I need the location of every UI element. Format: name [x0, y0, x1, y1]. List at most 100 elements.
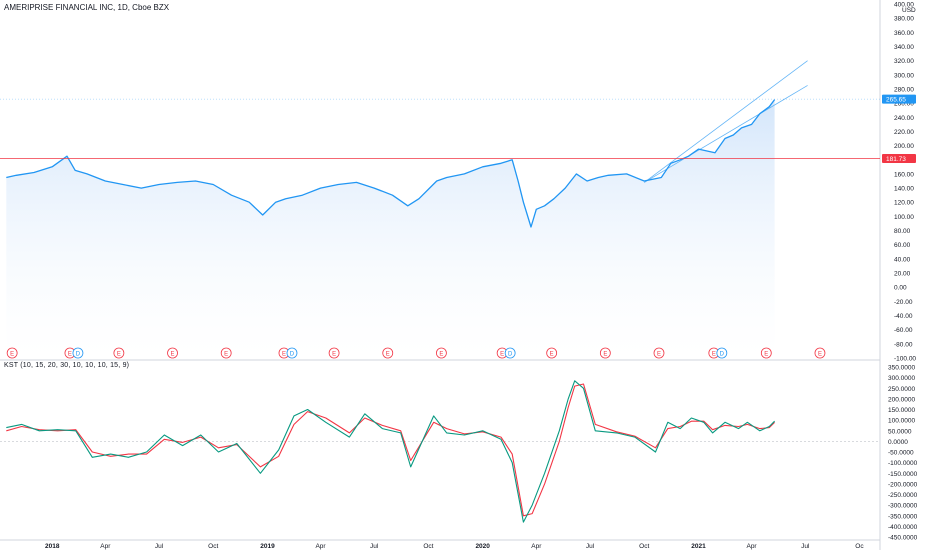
earnings-marker: [436, 347, 447, 359]
time-tick-label: Jul: [801, 543, 810, 550]
price-area-fill: [6, 99, 775, 358]
earnings-marker: [167, 347, 178, 359]
time-tick-label: Oc: [855, 543, 864, 550]
dividend-marker: [504, 347, 516, 359]
price-tick-label: 220.00: [894, 129, 914, 136]
kst-tick-label: -100.0000: [888, 460, 918, 467]
time-tick-label: Jul: [586, 543, 595, 550]
price-tick-label: 40.00: [894, 256, 911, 263]
price-tick-label: 340.00: [894, 44, 914, 51]
time-tick-label: Apr: [315, 543, 326, 550]
earnings-marker-label: E: [171, 352, 175, 358]
earnings-marker-label: E: [603, 352, 607, 358]
earnings-marker-label: E: [439, 352, 443, 358]
price-tick-label: 100.00: [894, 214, 914, 221]
price-label-text-1: 181.73: [886, 156, 906, 163]
dividend-marker: [72, 347, 84, 359]
price-tick-label: 120.00: [894, 200, 914, 207]
price-tick-label: 200.00: [894, 143, 914, 150]
earnings-marker: [760, 347, 772, 359]
earnings-marker-label: E: [712, 352, 716, 358]
price-tick-label: 360.00: [894, 30, 914, 37]
price-label-badge-1: [882, 154, 916, 164]
earnings-marker-label: E: [386, 352, 390, 358]
price-tick-label: 300.00: [894, 72, 914, 79]
time-tick-label: Jul: [370, 543, 379, 550]
kst-tick-label: -300.0000: [888, 503, 918, 510]
kst-tick-label: 200.0000: [888, 396, 915, 403]
price-tick-label: -20.00: [894, 299, 913, 306]
earnings-marker: [6, 347, 18, 359]
kst-tick-label: -450.0000: [888, 535, 918, 542]
kst-tick-label: -150.0000: [888, 471, 918, 478]
dividend-marker-label: D: [290, 352, 295, 358]
earnings-marker: [382, 347, 394, 359]
earnings-marker-label: E: [117, 352, 121, 358]
earnings-marker-label: E: [500, 352, 504, 358]
earnings-marker-label: E: [10, 352, 14, 358]
time-tick-label: Oct: [208, 543, 218, 550]
chart-title: AMERIPRISE FINANCIAL INC, 1D, Cboe BZX: [4, 3, 170, 12]
earnings-marker-label: E: [818, 352, 822, 358]
earnings-marker-label: E: [68, 352, 72, 358]
price-tick-label: -80.00: [894, 341, 913, 348]
price-tick-label: 60.00: [894, 242, 911, 249]
time-tick-label: 2020: [475, 543, 490, 550]
time-tick-label: Oct: [423, 543, 433, 550]
time-tick-label: Jul: [155, 543, 164, 550]
kst-series-signal: [6, 383, 775, 517]
earnings-marker: [653, 347, 665, 359]
earnings-marker: [328, 347, 340, 359]
price-tick-label: -40.00: [894, 313, 913, 320]
dividend-marker: [716, 347, 728, 359]
earnings-marker-label: E: [550, 352, 554, 358]
kst-tick-label: 350.0000: [888, 365, 915, 372]
price-tick-label: -60.00: [894, 327, 913, 334]
kst-tick-label: 150.0000: [888, 407, 915, 414]
earnings-marker: [220, 347, 232, 359]
price-tick-label: 20.00: [894, 271, 911, 278]
dividend-marker: [286, 347, 298, 359]
earnings-marker-label: E: [332, 352, 336, 358]
price-tick-label: 260.00: [894, 101, 914, 108]
price-tick-label: 380.00: [894, 16, 914, 23]
dividend-marker-label: D: [508, 352, 513, 358]
earnings-marker: [546, 347, 558, 359]
kst-tick-label: -250.0000: [888, 492, 918, 499]
currency-label: USD: [902, 7, 916, 14]
price-tick-label: 140.00: [894, 186, 914, 193]
price-tick-label: 80.00: [894, 228, 911, 235]
kst-tick-label: 50.0000: [888, 428, 912, 435]
earnings-marker: [113, 347, 125, 359]
time-tick-label: Oct: [639, 543, 649, 550]
price-tick-label: 240.00: [894, 115, 914, 122]
kst-series-kst: [6, 380, 775, 523]
channel-line-1: [644, 85, 808, 183]
time-tick-label: Apr: [100, 543, 111, 550]
price-tick-label: 280.00: [894, 86, 914, 93]
kst-tick-label: -50.0000: [888, 450, 914, 457]
kst-tick-label: -400.0000: [888, 524, 918, 531]
dividend-marker-label: D: [76, 352, 81, 358]
earnings-marker-label: E: [282, 352, 286, 358]
kst-tick-label: 250.0000: [888, 386, 915, 393]
price-tick-label: 320.00: [894, 58, 914, 65]
price-label-badge-0: [882, 94, 916, 104]
earnings-marker: [814, 347, 826, 359]
time-tick-label: Apr: [746, 543, 757, 550]
price-tick-label: 0.00: [894, 285, 907, 292]
kst-tick-label: 0.0000: [888, 439, 908, 446]
kst-tick-label: 300.0000: [888, 375, 915, 382]
time-tick-label: 2019: [260, 543, 275, 550]
indicator-title: KST (10, 15, 20, 30, 10, 10, 10, 15, 9): [4, 362, 130, 369]
time-tick-label: 2021: [691, 543, 706, 550]
price-tick-label: 160.00: [894, 171, 914, 178]
kst-tick-label: -350.0000: [888, 513, 918, 520]
price-label-text-0: 265.65: [886, 97, 906, 104]
price-tick-label: 400.00: [894, 2, 914, 9]
dividend-marker-label: D: [720, 352, 725, 358]
earnings-marker-label: E: [657, 352, 661, 358]
channel-line-0: [644, 60, 808, 183]
price-tick-label: -100.00: [894, 356, 916, 363]
